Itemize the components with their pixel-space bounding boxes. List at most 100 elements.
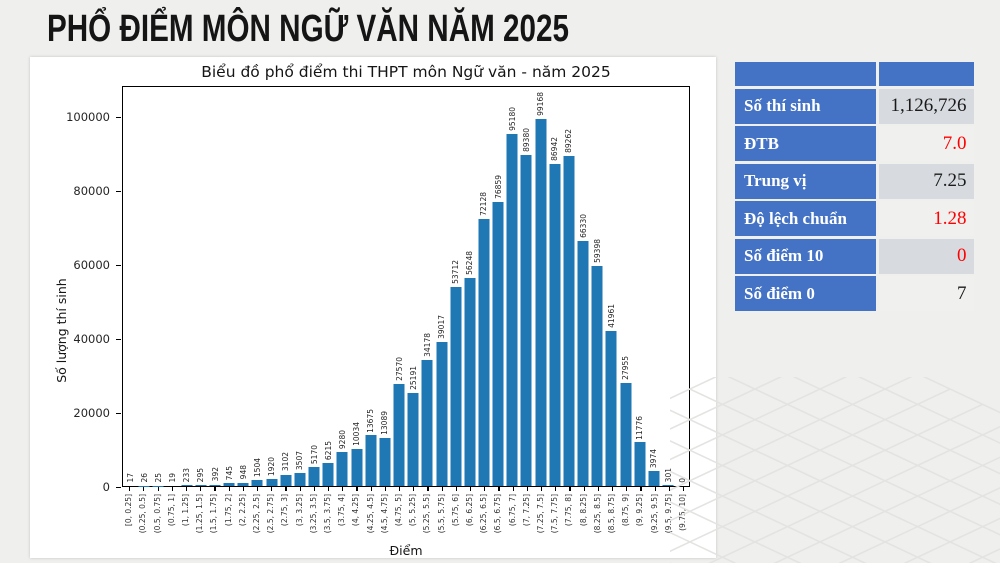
- x-axis-label: Điểm: [389, 543, 423, 558]
- x-tick: (4.5, 4.75]: [378, 487, 392, 545]
- x-tick-mark: [157, 487, 159, 491]
- bar-slot: 3102: [279, 87, 293, 486]
- y-tick-mark: [116, 264, 121, 266]
- x-tick-mark: [583, 487, 585, 491]
- bar-slot: 72128: [477, 87, 491, 486]
- x-tick-mark: [597, 487, 599, 491]
- x-tick-mark: [512, 487, 514, 491]
- bar-value-label: 39017: [437, 314, 447, 339]
- bar-value-label: 41961: [606, 303, 616, 328]
- bar-value-label: 233: [182, 467, 192, 483]
- bar: [223, 483, 235, 486]
- stat-label: Trung vị: [735, 163, 876, 199]
- bar-slot: 89262: [562, 87, 576, 486]
- x-tick-label: (7.5, 7.75]: [550, 494, 560, 534]
- stat-value: 0: [878, 238, 974, 274]
- x-tick-label: (2.25, 2.5]: [251, 494, 261, 534]
- bar-slot: 745: [222, 87, 236, 486]
- bar-value-label: 26: [139, 473, 149, 483]
- x-tick: (8, 8.25]: [577, 487, 591, 545]
- x-tick: (4, 4.25]: [349, 487, 363, 545]
- bar-value-label: 9280: [337, 429, 347, 449]
- x-tick-label: (5.75, 6]: [450, 494, 460, 527]
- y-tick-label: 0: [102, 479, 110, 494]
- stat-value: 1,126,726: [878, 88, 974, 124]
- bar-slot: 17: [123, 87, 137, 486]
- bar-slot: 53712: [449, 87, 463, 486]
- bar: [436, 341, 448, 486]
- x-tick: [0, 0.25]: [122, 487, 136, 545]
- x-tick: (1.25, 1.5]: [193, 487, 207, 545]
- bar-slot: 10034: [350, 87, 364, 486]
- x-tick: (1, 1.25]: [179, 487, 193, 545]
- bar: [407, 392, 419, 486]
- bar-value-label: 95180: [507, 106, 517, 131]
- x-tick: (7.25, 7.5]: [534, 487, 548, 545]
- stats-table-header-cell: [878, 62, 974, 86]
- bar-value-label: 3102: [281, 452, 291, 472]
- stats-table: Số thí sinh 1,126,726 ĐTB 7.0 Trung vị 7.25 Độ…: [735, 62, 974, 311]
- x-tick-label: (1.75, 2]: [223, 494, 233, 527]
- x-tick-label: (5.5, 5.75]: [436, 494, 446, 534]
- bar-value-label: 948: [238, 465, 248, 480]
- bar-value-label: 3507: [295, 450, 305, 471]
- x-tick-label: (5, 5.25]: [408, 494, 418, 527]
- bar-slot: 25191: [406, 87, 420, 486]
- x-tick-mark: [327, 487, 330, 491]
- bar: [351, 448, 363, 486]
- x-tick: (3.75, 4]: [335, 487, 349, 545]
- bar: [209, 484, 221, 486]
- bar-slot: 27570: [392, 87, 406, 486]
- y-tick-mark: [116, 116, 121, 118]
- x-tick-mark: [271, 487, 273, 491]
- x-tick-mark: [242, 487, 244, 491]
- x-tick-mark: [612, 487, 614, 491]
- stat-label: Số thí sinh: [735, 88, 876, 124]
- x-tick-label: (7.25, 7.5]: [535, 494, 545, 534]
- bar-value-label: 11776: [635, 415, 645, 440]
- y-tick-mark: [116, 486, 121, 488]
- bar-slot: 66330: [576, 87, 590, 486]
- x-tick-label: (2.5, 2.75]: [266, 494, 276, 534]
- plot-area: 17 26 25 19 233 295 392 745 948 1504 1920 3102 3507 5…: [122, 86, 690, 487]
- x-tick-label: (8, 8.25]: [578, 494, 588, 527]
- x-tick-mark: [342, 487, 344, 491]
- bar-slot: 3974: [647, 87, 661, 486]
- x-tick-mark: [555, 487, 557, 491]
- bar-value-label: 86942: [550, 137, 560, 162]
- x-tick: (8.25, 8.5]: [591, 487, 605, 545]
- bar: [322, 463, 334, 486]
- bar-slot: 76859: [491, 87, 505, 486]
- bar-value-label: 295: [196, 467, 206, 482]
- x-tick-label: (8.25, 8.5]: [592, 494, 602, 534]
- bar: [535, 119, 547, 486]
- stat-label: Độ lệch chuẩn: [735, 201, 876, 236]
- bar-slot: 1504: [250, 87, 264, 486]
- bar-slot: 27955: [618, 87, 632, 486]
- bar-value-label: 19: [168, 473, 178, 483]
- x-tick: (4.25, 4.5]: [363, 487, 377, 545]
- bar: [421, 359, 433, 486]
- x-tick: (2, 2.25]: [236, 487, 250, 545]
- x-tick-label: (1, 1.25]: [180, 494, 190, 527]
- bar-value-label: 27955: [621, 355, 631, 380]
- x-tick-label: (6.25, 6.5]: [479, 494, 489, 534]
- stat-value: 7.0: [878, 126, 974, 161]
- x-tick-mark: [256, 487, 259, 491]
- bar-slot: 13675: [364, 87, 378, 486]
- x-tick-mark: [427, 487, 429, 491]
- x-tick: (3, 3.25]: [292, 487, 306, 545]
- y-tick-label: 100000: [66, 109, 110, 124]
- bar-slot: 1920: [265, 87, 279, 486]
- y-tick-label: 60000: [73, 257, 110, 272]
- bar: [308, 466, 320, 486]
- bar-value-label: 72128: [479, 192, 489, 217]
- x-tick-label: (5.25, 5.5]: [422, 494, 432, 534]
- bar: [237, 482, 249, 486]
- x-tick-label: (7.75, 8]: [564, 494, 574, 527]
- bar-value-label: 17: [125, 473, 135, 483]
- bar-value-label: 3974: [649, 449, 659, 469]
- bar: [634, 442, 646, 486]
- x-tick-label: (4.25, 4.5]: [365, 494, 375, 534]
- x-tick-label: (2, 2.25]: [237, 494, 247, 527]
